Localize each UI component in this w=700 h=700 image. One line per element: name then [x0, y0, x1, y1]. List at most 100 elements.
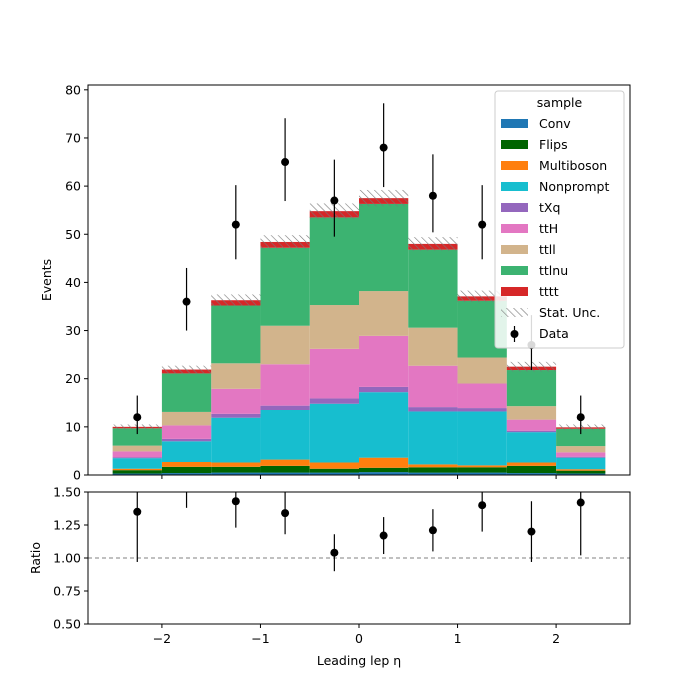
ratio-point-6: [428, 526, 437, 535]
bar-multiboson-bin-9: [556, 469, 606, 471]
ratio-y-tick-label-1: 0.75: [53, 584, 81, 599]
data-point-2: [231, 220, 240, 229]
ratio-y-axis-label: Ratio: [28, 542, 43, 574]
bar-txq-bin-1: [161, 438, 212, 442]
bar-tth-bin-3: [260, 364, 310, 406]
data-point-9: [576, 413, 585, 422]
bar-conv-bin-9: [556, 473, 606, 475]
legend-label-data: Data: [539, 326, 569, 341]
bar-ttll-bin-2: [211, 363, 261, 389]
legend-swatch-flips: [501, 140, 528, 149]
x-tick-label-0: −2: [153, 631, 171, 646]
bar-multiboson-bin-8: [506, 462, 557, 466]
legend-swatch-stat-unc: [501, 308, 528, 317]
bar-multiboson-bin-7: [457, 465, 507, 468]
bar-ttlnu-bin-6: [408, 249, 458, 328]
legend-label-conv: Conv: [539, 116, 571, 131]
ratio-y-tick-label-3: 1.25: [53, 518, 81, 533]
x-tick-label-1: −1: [251, 631, 269, 646]
main-y-tick-label-2: 20: [65, 371, 81, 386]
bar-conv-bin-2: [211, 472, 261, 475]
ratio-point-9: [576, 498, 585, 507]
main-y-tick-label-6: 60: [65, 179, 81, 194]
bar-ttll-bin-7: [457, 357, 507, 384]
legend-label-ttll: ttll: [539, 242, 556, 257]
legend-swatch-conv: [501, 119, 528, 128]
x-tick-label-3: 1: [454, 631, 462, 646]
bar-flips-bin-2: [211, 466, 261, 473]
bar-nonprompt-bin-1: [161, 441, 212, 462]
bar-txq-bin-9: [556, 456, 606, 458]
legend-label-tth: ttH: [539, 221, 558, 236]
bar-txq-bin-3: [260, 405, 310, 410]
ratio-point-5: [379, 531, 388, 540]
bar-ttll-bin-0: [112, 445, 162, 452]
bar-ttll-bin-5: [359, 291, 409, 336]
legend-label-nonprompt: Nonprompt: [539, 179, 609, 194]
stat-unc-band-bin-3: [260, 235, 310, 249]
bar-ttlnu-bin-1: [161, 373, 212, 412]
bar-tth-bin-7: [457, 383, 507, 409]
bar-flips-bin-9: [556, 470, 606, 474]
data-point-5: [379, 143, 388, 152]
bar-tth-bin-4: [309, 348, 359, 399]
data-point-1: [182, 297, 191, 306]
bar-ttlnu-bin-0: [112, 428, 162, 446]
bar-multiboson-bin-6: [408, 464, 458, 468]
ratio-points-clipped: [133, 492, 585, 572]
bar-tth-bin-9: [556, 452, 606, 457]
bar-flips-bin-5: [359, 467, 409, 473]
bar-multiboson-bin-4: [309, 462, 359, 469]
legend-label-multiboson: Multiboson: [539, 158, 607, 173]
bar-flips-bin-7: [457, 467, 507, 473]
ratio-y-tick-label-0: 0.50: [53, 617, 81, 632]
legend-swatch-ttll: [501, 245, 528, 254]
stat-unc-band-bin-7: [457, 290, 507, 303]
bar-nonprompt-bin-6: [408, 411, 458, 465]
ratio-point-4: [330, 548, 339, 557]
bar-multiboson-bin-0: [112, 468, 162, 471]
bar-ttll-bin-1: [161, 411, 212, 426]
ratio-point-3: [281, 509, 290, 518]
data-point-3: [281, 158, 290, 167]
legend-swatch-nonprompt: [501, 182, 528, 191]
bar-txq-bin-6: [408, 407, 458, 412]
bar-ttll-bin-3: [260, 325, 310, 365]
bar-nonprompt-bin-7: [457, 411, 507, 466]
bar-txq-bin-0: [112, 457, 162, 459]
bar-ttlnu-bin-8: [506, 370, 557, 407]
data-point-6: [428, 191, 437, 200]
legend-title: sample: [537, 95, 583, 110]
bar-flips-bin-1: [161, 466, 212, 474]
bar-conv-bin-5: [359, 472, 409, 475]
ratio-point-0: [133, 507, 142, 516]
bar-tth-bin-1: [161, 425, 212, 439]
stat-unc-band-bin-1: [161, 365, 212, 374]
legend-label-flips: Flips: [539, 137, 568, 152]
bar-conv-bin-3: [260, 472, 310, 475]
bar-txq-bin-5: [359, 386, 409, 393]
bar-nonprompt-bin-4: [309, 403, 359, 463]
bar-flips-bin-4: [309, 468, 359, 473]
stat-unc-band-bin-2: [211, 294, 261, 306]
bar-nonprompt-bin-2: [211, 417, 261, 463]
bar-conv-bin-4: [309, 472, 359, 475]
main-y-tick-label-0: 0: [73, 468, 81, 483]
legend-label-ttlnu: ttlnu: [539, 263, 568, 278]
bar-tth-bin-6: [408, 365, 458, 408]
main-y-tick-label-3: 30: [65, 323, 81, 338]
bar-nonprompt-bin-3: [260, 410, 310, 460]
bar-nonprompt-bin-5: [359, 392, 409, 458]
ratio-plot-frame: [87, 491, 631, 625]
data-point-0: [133, 413, 142, 422]
legend-swatch-tttt: [501, 287, 528, 296]
bar-multiboson-bin-1: [161, 462, 212, 467]
bar-conv-bin-6: [408, 472, 458, 475]
bar-tth-bin-2: [211, 388, 261, 414]
ratio-y-tick-label-2: 1.00: [53, 551, 81, 566]
bar-ttll-bin-9: [556, 446, 606, 453]
legend: sample Conv Flips Multiboson Nonprompt tXq ttH…: [494, 90, 625, 349]
bar-conv-bin-7: [457, 472, 507, 475]
bar-flips-bin-3: [260, 465, 310, 473]
